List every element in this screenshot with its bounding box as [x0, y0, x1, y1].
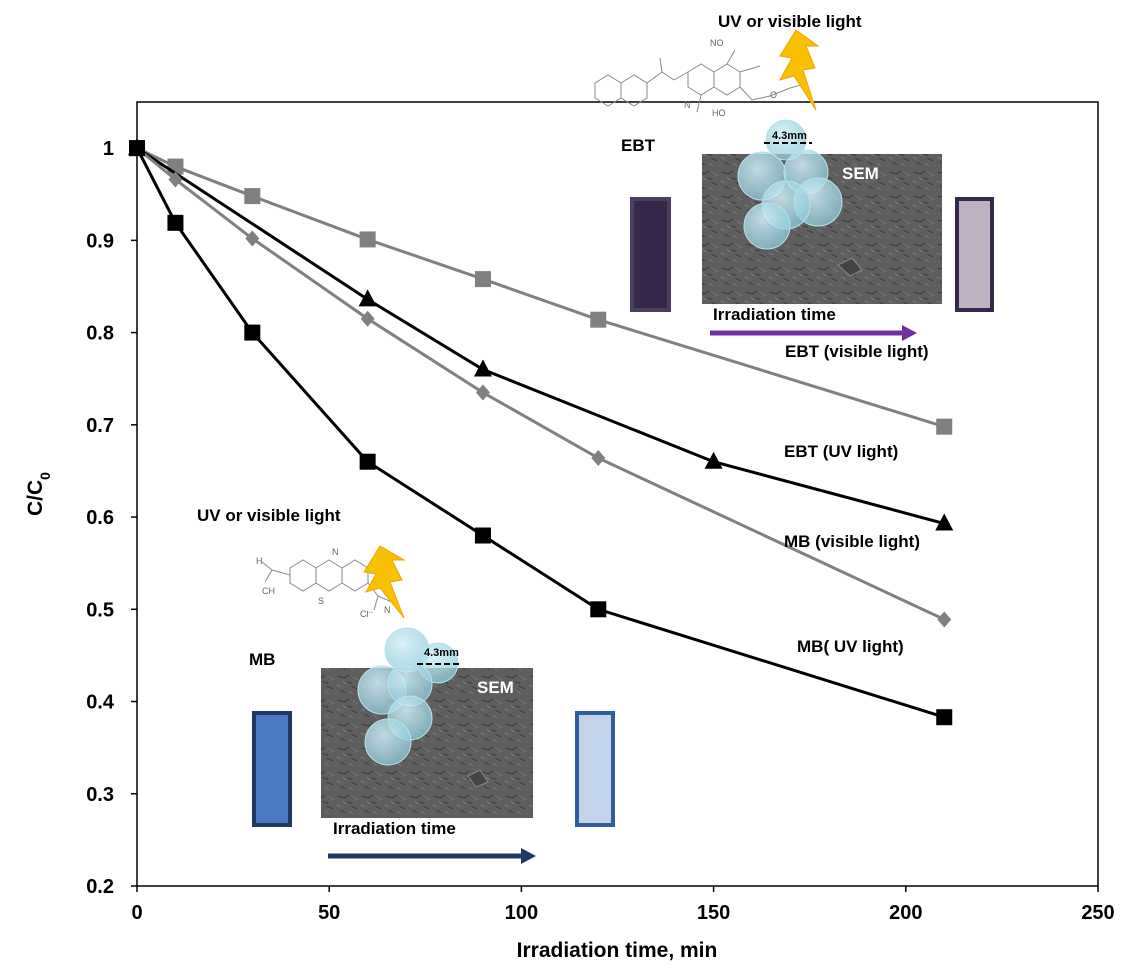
series-3-point [244, 324, 261, 341]
series-1-point [935, 513, 954, 531]
x-tick-label: 200 [889, 902, 922, 924]
irradiation-label-top: Irradiation time [713, 305, 836, 324]
svg-text:Cl⁻: Cl⁻ [360, 609, 373, 619]
series-label-mb-visible: MB (visible light) [784, 532, 920, 551]
series-0-point [359, 231, 376, 248]
mb-light-vial [575, 711, 615, 827]
series-2-point [937, 611, 952, 628]
svg-text:N: N [684, 100, 691, 110]
data-series [128, 138, 954, 726]
sem-label-top: SEM [842, 164, 879, 183]
scale-label-bottom: 4.3mm [424, 647, 459, 659]
series-2-point [168, 171, 183, 188]
y-tick-label: 0.5 [86, 599, 114, 621]
series-label-ebt-visible: EBT (visible light) [785, 342, 929, 361]
x-tick-label: 100 [505, 902, 538, 924]
ebt-light-vial [955, 197, 994, 312]
uv-visible-label-top: UV or visible light [718, 12, 862, 31]
series-1-point [473, 359, 492, 377]
series-label-ebt-uv: EBT (UV light) [784, 442, 898, 461]
axis-tick-labels: 0 50 100 150 200 250 0.2 0.3 0.4 0.5 0.6 0.7 0.8 0.9 1 [86, 138, 1115, 924]
y-tick-label: 0.6 [86, 507, 114, 529]
ebt-molecule-structure [594, 49, 806, 113]
series-0-point [936, 418, 953, 435]
irradiation-arrow-bottom [521, 848, 536, 864]
series-3 [129, 140, 953, 726]
sem-label-bottom: SEM [477, 678, 514, 697]
series-2 [130, 140, 952, 628]
series-0-point [590, 311, 607, 328]
series-3-point [129, 140, 145, 157]
y-tick-label: 0.9 [86, 230, 114, 252]
series-3-point [359, 453, 376, 470]
x-tick-label: 250 [1081, 902, 1114, 924]
series-0-point [244, 188, 261, 205]
lightning-bolt-top-icon [778, 29, 820, 111]
y-tick-label: 0.8 [86, 323, 114, 345]
series-2-point [245, 230, 260, 247]
mb-label: MB [249, 650, 275, 669]
droplet-bubbles-bottom [357, 627, 459, 766]
y-tick-label: 0.4 [86, 692, 115, 714]
series-3-point [167, 214, 184, 231]
droplet-bubbles-top [737, 119, 843, 250]
scale-label-top: 4.3mm [772, 130, 807, 142]
series-3-point [474, 527, 491, 544]
svg-text:S: S [318, 596, 324, 606]
svg-text:HO: HO [712, 108, 726, 118]
svg-text:O: O [770, 90, 777, 100]
series-label-mb-uv: MB( UV light) [797, 637, 904, 656]
mb-molecule-structure [261, 559, 393, 611]
ebt-inset: NO HO N O EBT SEM 4.3mm Irradiation time… [594, 12, 994, 341]
y-tick-label: 1 [103, 138, 114, 160]
irradiation-label-bottom: Irradiation time [333, 819, 456, 838]
x-tick-label: 0 [131, 902, 142, 924]
series-1-point [358, 289, 377, 307]
svg-text:N: N [332, 547, 339, 557]
uv-visible-label-left: UV or visible light [197, 506, 341, 525]
x-tick-label: 150 [697, 902, 730, 924]
lightning-bolt-bottom-icon [363, 545, 406, 619]
y-tick-label: 0.7 [86, 415, 114, 437]
series-2-point [360, 310, 375, 327]
series-1-point [704, 451, 723, 469]
y-axis-title: C/C0 [24, 472, 53, 516]
ebt-dark-vial [630, 197, 671, 312]
series-0-point [474, 271, 491, 288]
mb-inset: H CH S N Cl⁻ N UV or visible light MB SE… [197, 506, 615, 864]
x-axis-title: Irradiation time, min [517, 939, 718, 962]
series-3-point [590, 601, 607, 618]
ebt-label: EBT [621, 136, 656, 155]
svg-text:N: N [384, 605, 391, 615]
y-tick-label: 0.3 [86, 784, 114, 806]
series-2-point [591, 450, 606, 467]
y-tick-label: 0.2 [86, 876, 114, 898]
mb-dark-vial [252, 711, 292, 827]
svg-text:H: H [256, 556, 263, 566]
svg-text:NO: NO [710, 38, 724, 48]
axis-ticks [131, 147, 1099, 892]
svg-text:CH: CH [262, 586, 275, 596]
irradiation-arrow-top [902, 325, 917, 341]
x-tick-label: 50 [318, 902, 340, 924]
series-2-point [475, 384, 490, 401]
series-3-point [936, 709, 953, 726]
